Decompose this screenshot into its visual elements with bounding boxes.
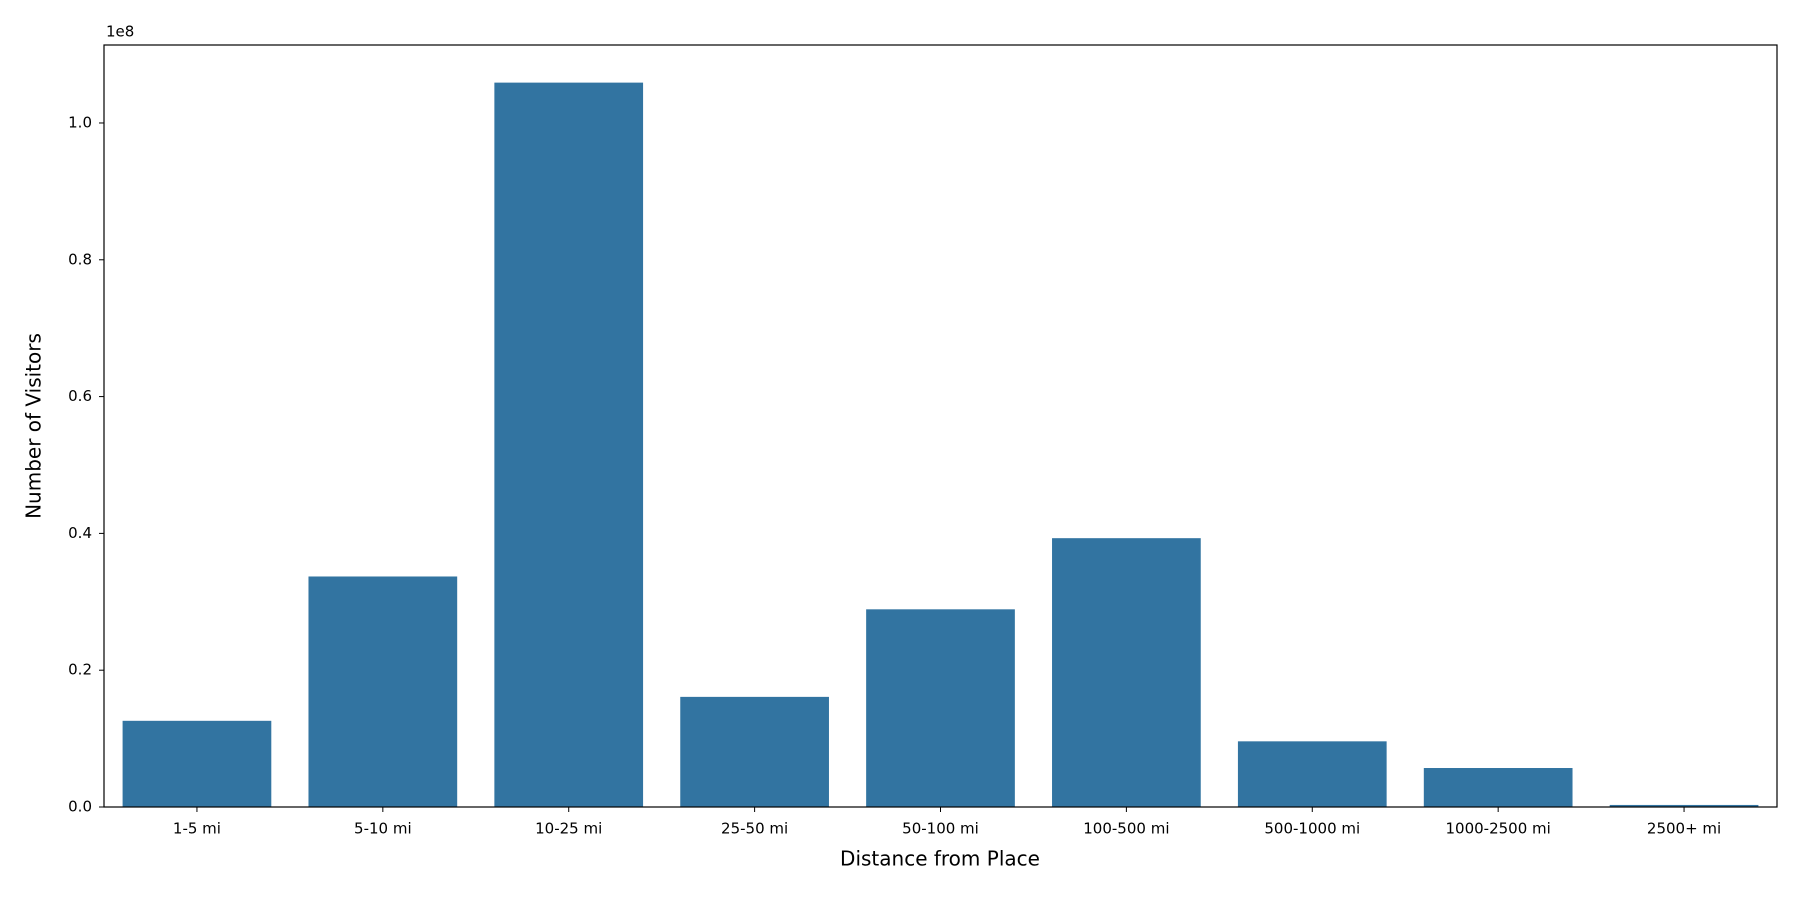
y-tick-label: 0.2	[68, 661, 92, 679]
bar	[122, 720, 272, 807]
bar	[494, 82, 644, 807]
x-tick-label: 1000-2500 mi	[1446, 820, 1551, 838]
x-tick-label: 50-100 mi	[902, 820, 979, 838]
bar	[680, 696, 829, 807]
x-axis-title: Distance from Place	[840, 847, 1040, 871]
y-tick-label: 0.4	[68, 524, 92, 542]
bar	[1423, 768, 1573, 807]
bar	[1609, 804, 1759, 807]
x-tick-label: 25-50 mi	[721, 820, 788, 838]
y-tick-label: 0.6	[68, 387, 92, 405]
bar	[1237, 741, 1387, 807]
bar	[1052, 538, 1201, 807]
bar	[308, 576, 458, 807]
x-tick-label: 500-1000 mi	[1264, 820, 1360, 838]
bar	[866, 609, 1015, 807]
x-tick-label: 1-5 mi	[173, 820, 221, 838]
x-tick-label: 2500+ mi	[1647, 820, 1721, 838]
y-offset-label: 1e8	[106, 23, 134, 41]
y-tick-label: 0.8	[68, 250, 92, 268]
plot-frame	[103, 44, 1778, 808]
y-tick-label: 0.0	[68, 798, 92, 816]
x-tick-label: 100-500 mi	[1083, 820, 1169, 838]
y-tick-label: 1.0	[68, 113, 92, 131]
y-axis-title: Number of Visitors	[22, 333, 46, 519]
x-tick-label: 10-25 mi	[535, 820, 602, 838]
x-tick-label: 5-10 mi	[354, 820, 412, 838]
